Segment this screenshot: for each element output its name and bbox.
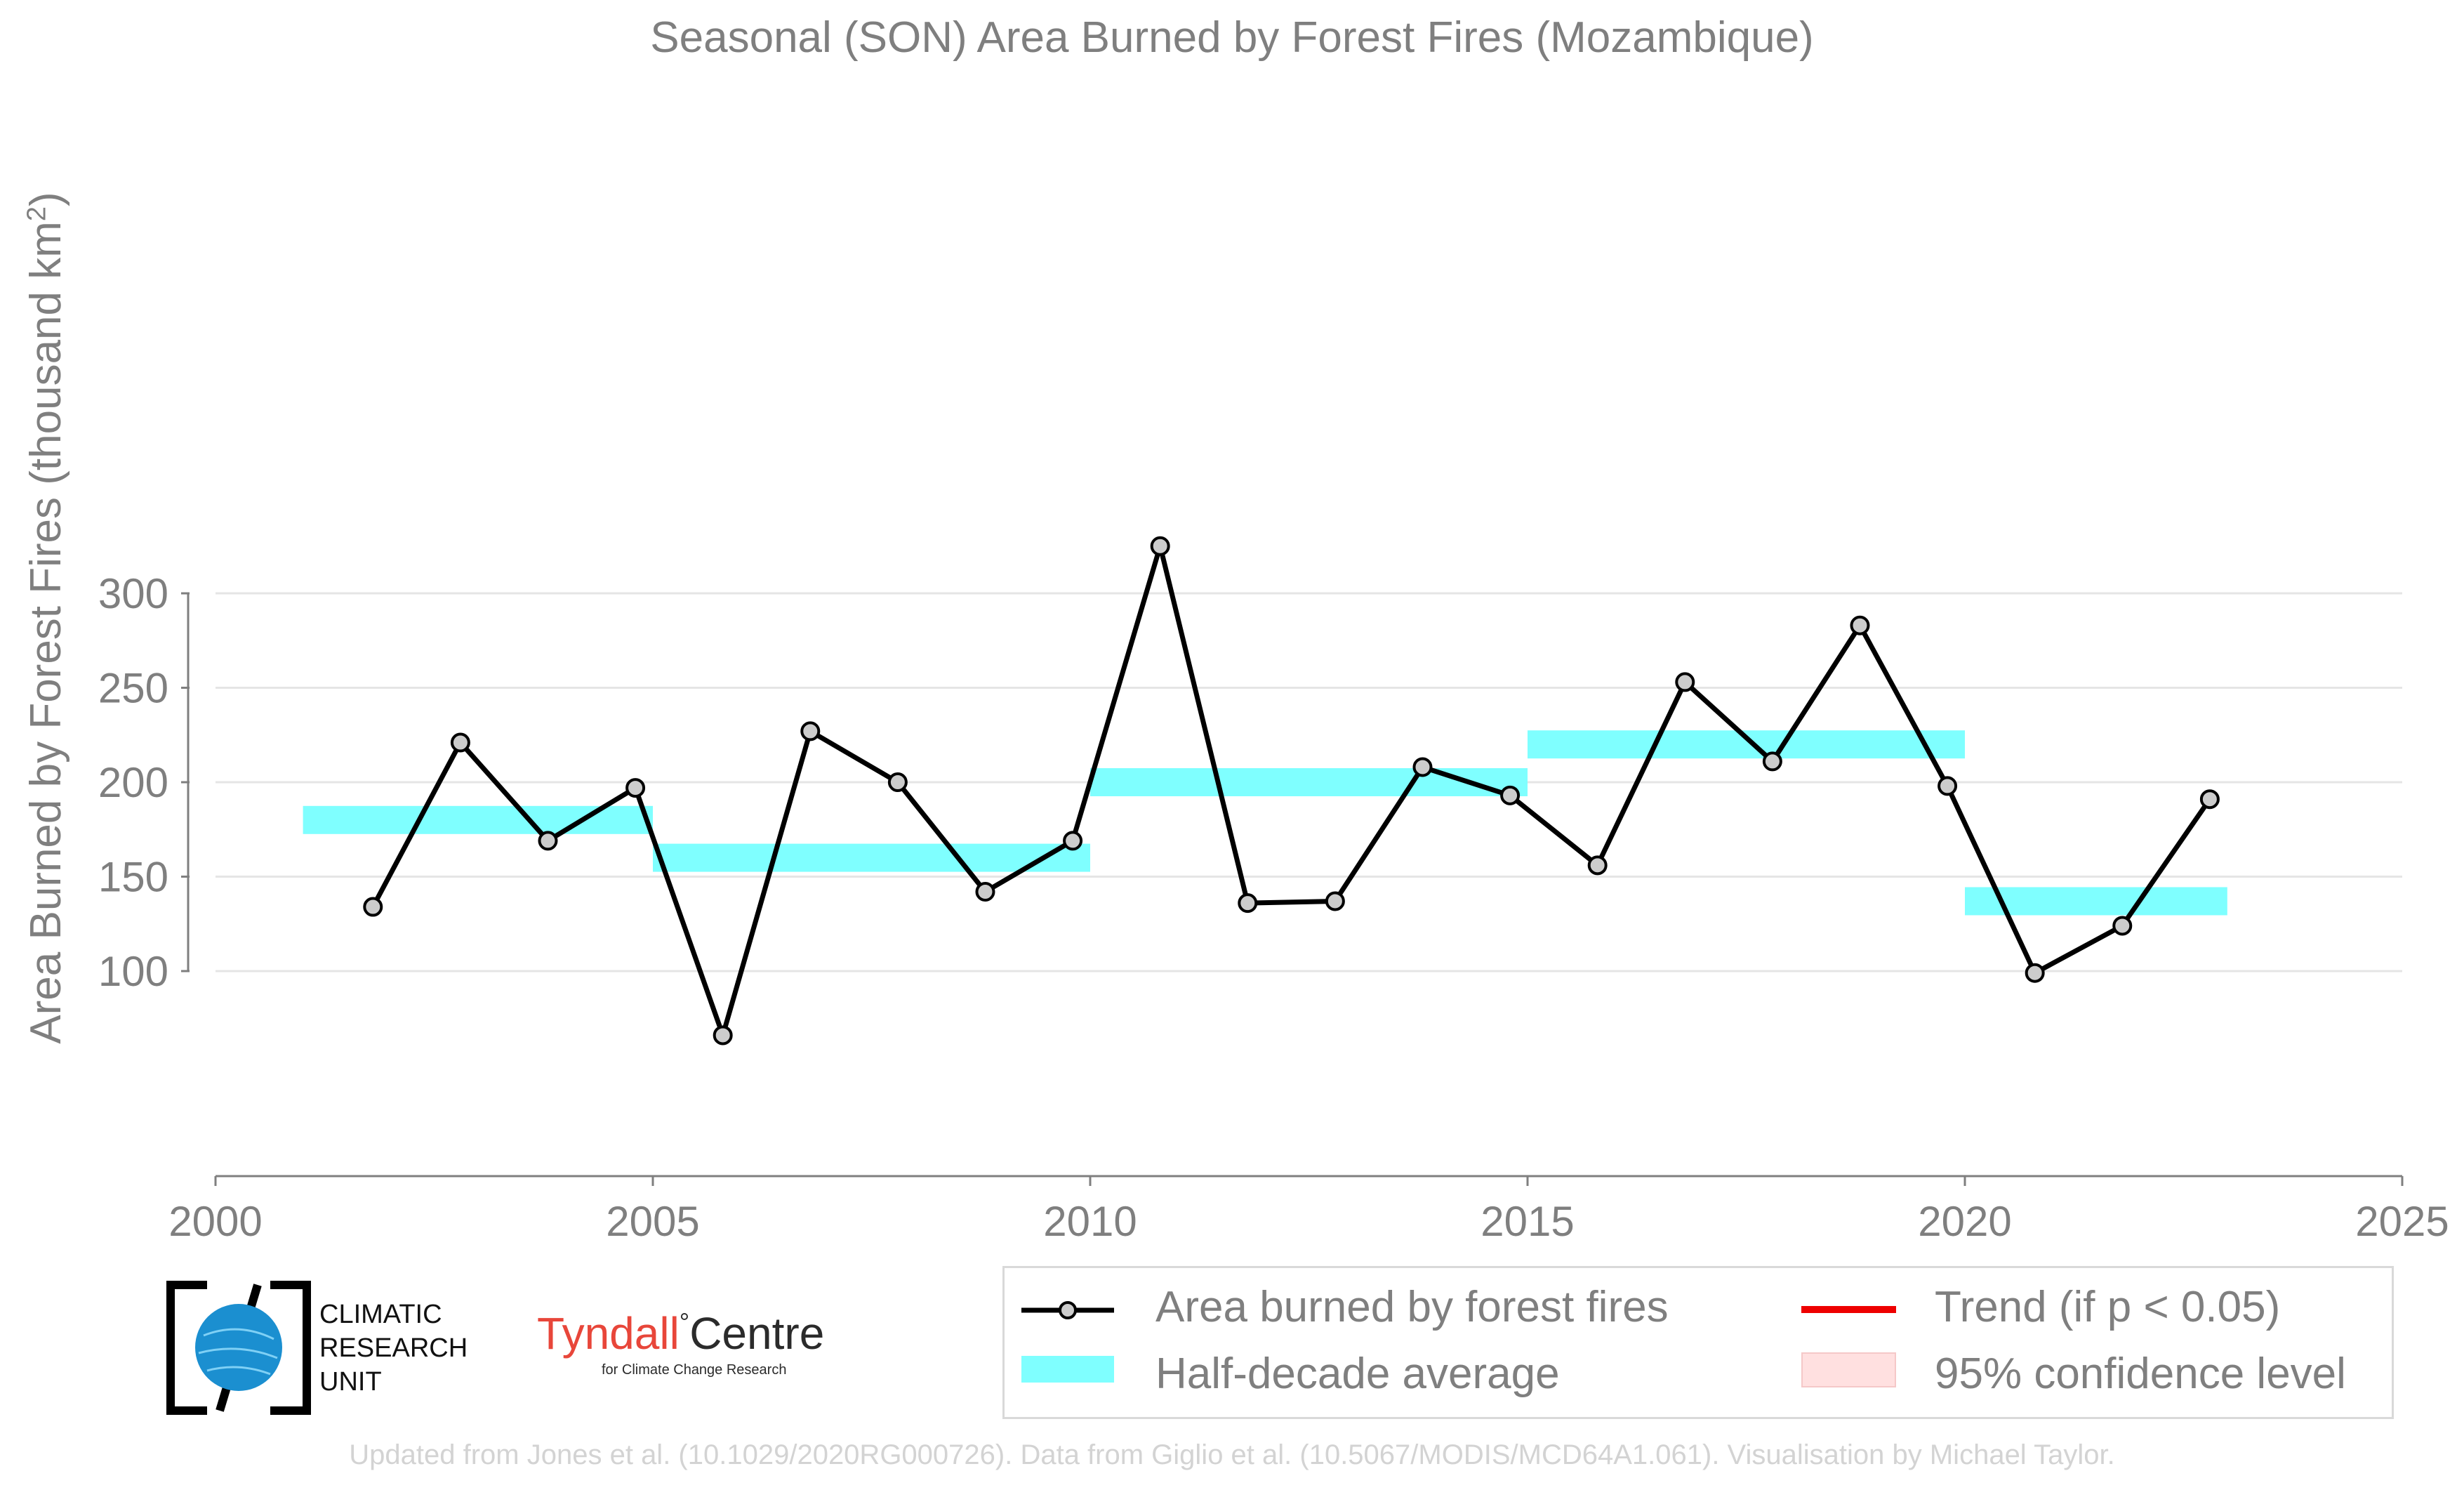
data-point-2007 xyxy=(887,772,908,792)
cru-line-1: CLIMATIC xyxy=(319,1300,442,1329)
data-point-2020 xyxy=(2025,963,2045,983)
tyndall-logo: Tyndall°Centre for Climate Change Resear… xyxy=(537,1307,824,1378)
data-point-2019 xyxy=(1938,776,1958,796)
x-tick-label-2025: 2025 xyxy=(2355,1198,2449,1245)
data-point-2010 xyxy=(1150,536,1170,556)
data-point-2012 xyxy=(1325,891,1345,911)
data-point-2015 xyxy=(1587,855,1608,876)
half-decade-bar-5 xyxy=(1965,887,2227,916)
data-point-2013 xyxy=(1412,757,1433,777)
chart-title: Seasonal (SON) Area Burned by Forest Fir… xyxy=(650,13,1814,62)
y-axis-label-close: ) xyxy=(22,192,70,206)
footer-credits: Updated from Jones et al. (10.1029/2020R… xyxy=(349,1439,2115,1470)
legend-halfdecade-swatch xyxy=(1021,1356,1114,1383)
data-point-2006 xyxy=(800,721,821,741)
data-point-2002 xyxy=(450,732,470,753)
cru-logo-text: CLIMATIC RESEARCH UNIT xyxy=(319,1298,468,1399)
tyndall-name: Tyndall xyxy=(537,1308,680,1359)
tyndall-logo-main: Tyndall°Centre xyxy=(537,1307,824,1359)
data-point-2021 xyxy=(2112,916,2133,936)
legend-label-confidence: 95% confidence level xyxy=(1935,1350,2346,1398)
half-decade-bar-2 xyxy=(653,843,1090,872)
cru-line-3: UNIT xyxy=(319,1367,382,1397)
data-point-2001 xyxy=(363,897,383,917)
x-tick-label-2020: 2020 xyxy=(1918,1198,2011,1245)
cru-logo-icon xyxy=(166,1281,311,1415)
x-tick-label-2000: 2000 xyxy=(168,1198,262,1245)
data-point-2014 xyxy=(1500,785,1521,805)
data-point-2017 xyxy=(1762,751,1782,772)
legend-label-trend: Trend (if p < 0.05) xyxy=(1935,1283,2281,1331)
legend-confidence-swatch xyxy=(1801,1352,1896,1387)
legend-line-marker-swatch xyxy=(1021,1301,1114,1319)
series-area-burned xyxy=(363,536,2220,1046)
axes: 100 150 200 250 300 2000 2005 2010 2015 2020 2025 xyxy=(98,570,2449,1245)
y-axis-label: Area Burned by Forest Fires (thousand km… xyxy=(21,161,71,1074)
y-tick-label-200: 200 xyxy=(98,759,168,806)
tyndall-subtitle: for Climate Change Research xyxy=(602,1362,787,1378)
data-point-2004 xyxy=(625,778,646,798)
y-tick-label-300: 300 xyxy=(98,570,168,617)
y-axis-label-text: Area Burned by Forest Fires (thousand km xyxy=(22,221,70,1044)
legend-label-halfdecade: Half-decade average xyxy=(1155,1350,1560,1398)
half-decade-bands xyxy=(303,730,2227,916)
y-tick-label-150: 150 xyxy=(98,854,168,901)
tyndall-centre: Centre xyxy=(689,1308,825,1359)
half-decade-bar-3 xyxy=(1090,768,1528,796)
x-tick-label-2015: 2015 xyxy=(1481,1198,1574,1245)
series-line-area-burned xyxy=(371,543,2212,1038)
x-tick-label-2005: 2005 xyxy=(606,1198,699,1245)
cru-line-2: RESEARCH xyxy=(319,1333,468,1363)
data-point-2022 xyxy=(2199,789,2220,810)
data-point-2003 xyxy=(538,831,558,851)
y-tick-label-100: 100 xyxy=(98,948,168,995)
x-tick-label-2010: 2010 xyxy=(1043,1198,1137,1245)
data-point-2016 xyxy=(1675,672,1695,692)
data-point-2005 xyxy=(713,1025,733,1046)
data-point-2011 xyxy=(1238,893,1258,914)
tyndall-degree: ° xyxy=(679,1307,690,1336)
y-tick-label-250: 250 xyxy=(98,665,168,712)
legend-label-area-burned: Area burned by forest fires xyxy=(1155,1283,1669,1331)
chart-legend: Area burned by forest fires Half-decade … xyxy=(1002,1266,2394,1419)
y-axis-label-superscript: 2 xyxy=(22,206,52,222)
data-point-2018 xyxy=(1850,615,1870,635)
legend-trend-swatch xyxy=(1801,1306,1896,1313)
data-point-2009 xyxy=(1063,831,1083,851)
data-point-2008 xyxy=(975,882,995,902)
